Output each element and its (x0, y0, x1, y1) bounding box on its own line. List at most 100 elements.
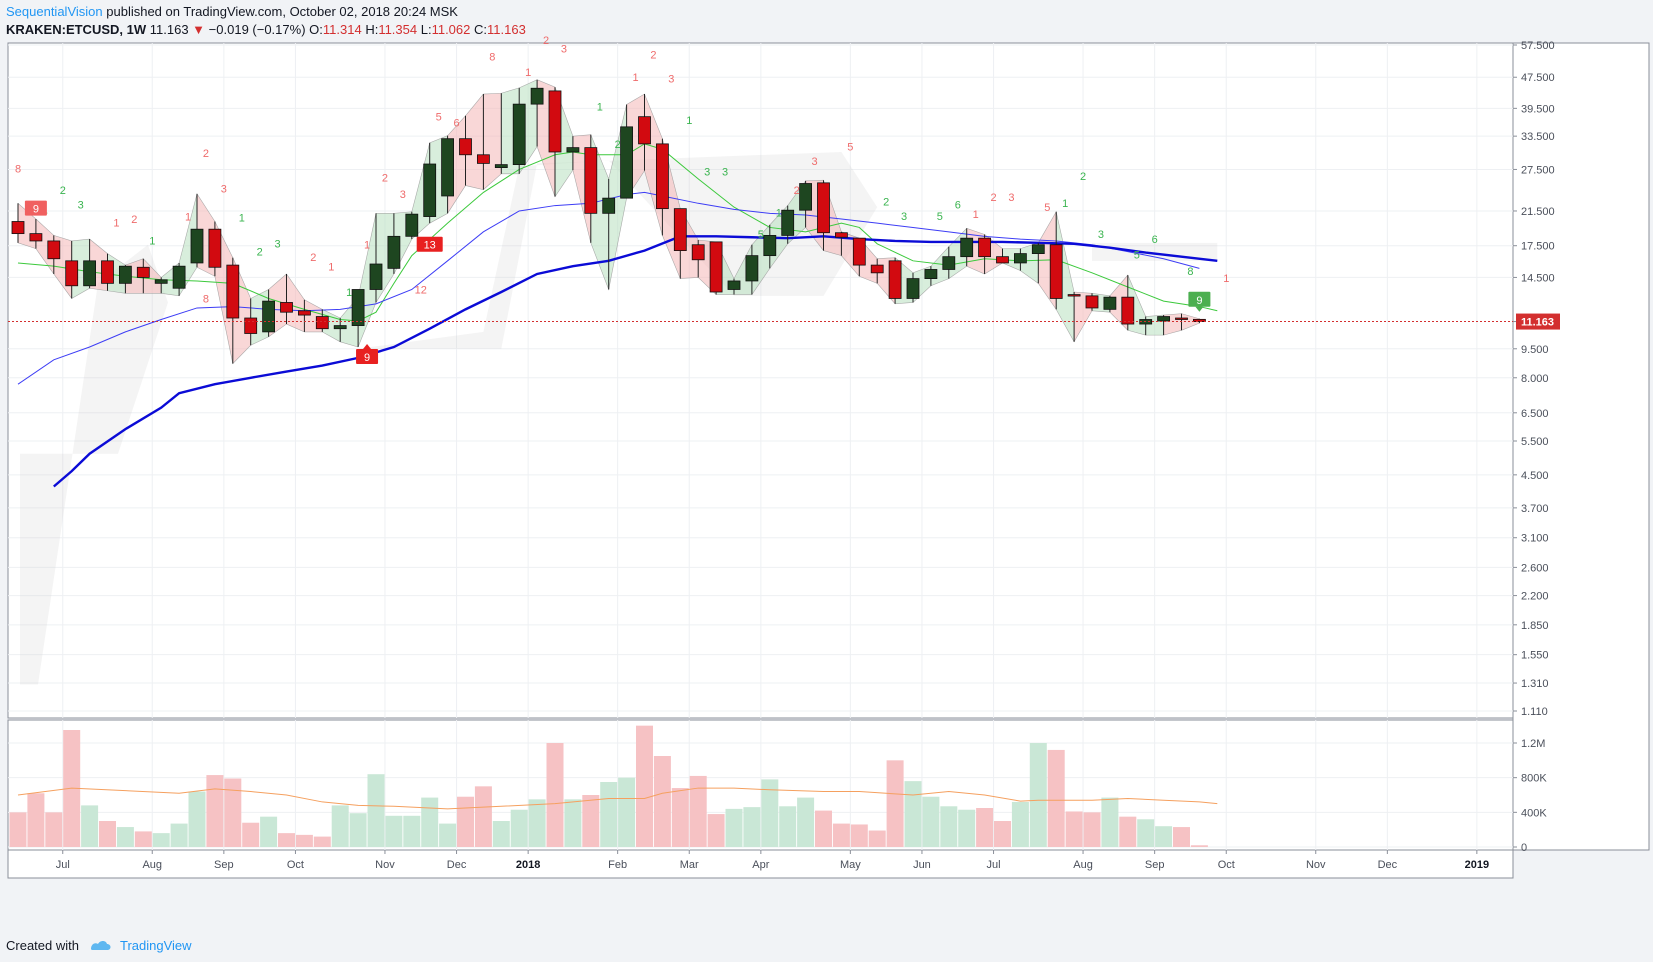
td-count-label: 8 (1187, 266, 1193, 278)
candle-body (83, 260, 96, 287)
down-arrow-icon: ▼ (192, 22, 206, 37)
candle-body (835, 232, 848, 238)
td-count-label: 2 (310, 252, 316, 264)
td-box-arrow (363, 343, 372, 349)
candle (1031, 242, 1045, 284)
volume-bar (403, 815, 421, 847)
td-count-label: 2 (794, 185, 800, 197)
candle-body (781, 209, 795, 236)
volume-bar (600, 782, 618, 847)
td-count-label: 6 (453, 117, 459, 129)
td-count-label: 6 (1152, 234, 1158, 246)
candle-body (11, 221, 25, 235)
volume-bar (81, 805, 99, 847)
td-box-text: 13 (424, 240, 436, 252)
td-shade-1 (20, 244, 168, 685)
candle (888, 257, 902, 304)
candle (172, 262, 186, 296)
td-count-label: 1 (597, 102, 603, 114)
candle (602, 178, 616, 290)
volume-bar (331, 805, 349, 847)
last-price: 11.163 (149, 22, 189, 37)
symbol-legend: KRAKEN:ETCUSD, 1W 11.163 ▼ −0.019 (−0.17… (6, 22, 526, 37)
volume-bar (743, 807, 761, 847)
low-value: 11.062 (431, 22, 471, 37)
candle (11, 203, 25, 243)
td-box-text: 9 (364, 352, 370, 364)
candle (83, 239, 96, 289)
low-label: L: (420, 22, 432, 37)
candle (405, 211, 419, 240)
chart-header: SequentialVision published on TradingVie… (0, 0, 1653, 44)
candle (835, 231, 848, 256)
td-count-label: 5 (1044, 202, 1050, 214)
td-count-label: 3 (221, 183, 227, 195)
candle (262, 289, 276, 337)
volume-bar (349, 813, 367, 847)
price-tick-label: 27.500 (1521, 164, 1555, 176)
td-count-label: 1 (776, 208, 782, 220)
candle (136, 258, 150, 294)
time-tick-label: Feb (608, 859, 627, 871)
candle (584, 134, 598, 243)
candle-body (119, 265, 132, 284)
published-text: published on TradingView.com, October 02… (106, 4, 458, 19)
time-tick-label: Sep (214, 859, 234, 871)
td-signal-box: 9 (1188, 291, 1211, 312)
volume-bar (99, 821, 116, 847)
volume-bar (958, 809, 976, 847)
candle-body (101, 260, 114, 284)
td-count-label: 2 (382, 173, 388, 185)
candle (315, 309, 329, 332)
price-tick-label: 1.310 (1521, 678, 1549, 690)
volume-bar (1137, 819, 1155, 847)
volume-bar (994, 821, 1011, 847)
price-tick-label: 17.500 (1521, 241, 1555, 253)
candle-body (638, 116, 651, 145)
candle (459, 115, 472, 186)
price-tick-label: 14.500 (1521, 272, 1555, 284)
candle-body (1193, 318, 1206, 323)
candle-body (172, 265, 186, 289)
volume-bar (1083, 812, 1101, 847)
td-signal-box: 9 (24, 200, 47, 216)
candle-body (226, 264, 240, 319)
td-count-label: 1 (185, 212, 191, 224)
volume-bar (492, 821, 510, 847)
volume-bar (1155, 826, 1173, 847)
volume-bar (868, 830, 886, 847)
td-count-label: 1 (973, 209, 979, 221)
candle (476, 94, 490, 190)
high-value: 11.354 (378, 22, 418, 37)
candle-body (709, 241, 723, 293)
td-count-label: 2 (883, 197, 889, 209)
td-count-label: 3 (704, 167, 710, 179)
candle-body (1067, 294, 1081, 297)
tradingview-link[interactable]: TradingView (120, 938, 192, 953)
volume-bar (474, 786, 492, 847)
candle-body (978, 237, 991, 258)
price-tick-label: 4.500 (1521, 470, 1549, 482)
td-box-rect (356, 348, 379, 364)
close-value: 11.163 (487, 22, 526, 37)
candle-body (1175, 317, 1188, 320)
tradingview-logo-icon[interactable] (89, 938, 113, 955)
td-count-label: 3 (722, 167, 728, 179)
td-box-text: 9 (33, 204, 39, 216)
volume-bar (815, 810, 832, 847)
volume-bar (797, 797, 815, 847)
time-tick-label: Oct (1218, 859, 1235, 871)
td-count-label: 1 (113, 218, 119, 230)
td-count-label: 2 (1080, 171, 1086, 183)
price-tick-label: 9.500 (1521, 344, 1549, 356)
td-count-label: 2 (203, 148, 209, 160)
cloud-segment (465, 94, 484, 190)
candle-body (1049, 244, 1063, 299)
candle-body (351, 289, 365, 326)
candle-body (208, 228, 222, 268)
td-count-label: 5 (937, 211, 943, 223)
author-link[interactable]: SequentialVision (6, 4, 103, 19)
time-tick-label: Jun (913, 859, 931, 871)
volume-bar (170, 823, 188, 847)
